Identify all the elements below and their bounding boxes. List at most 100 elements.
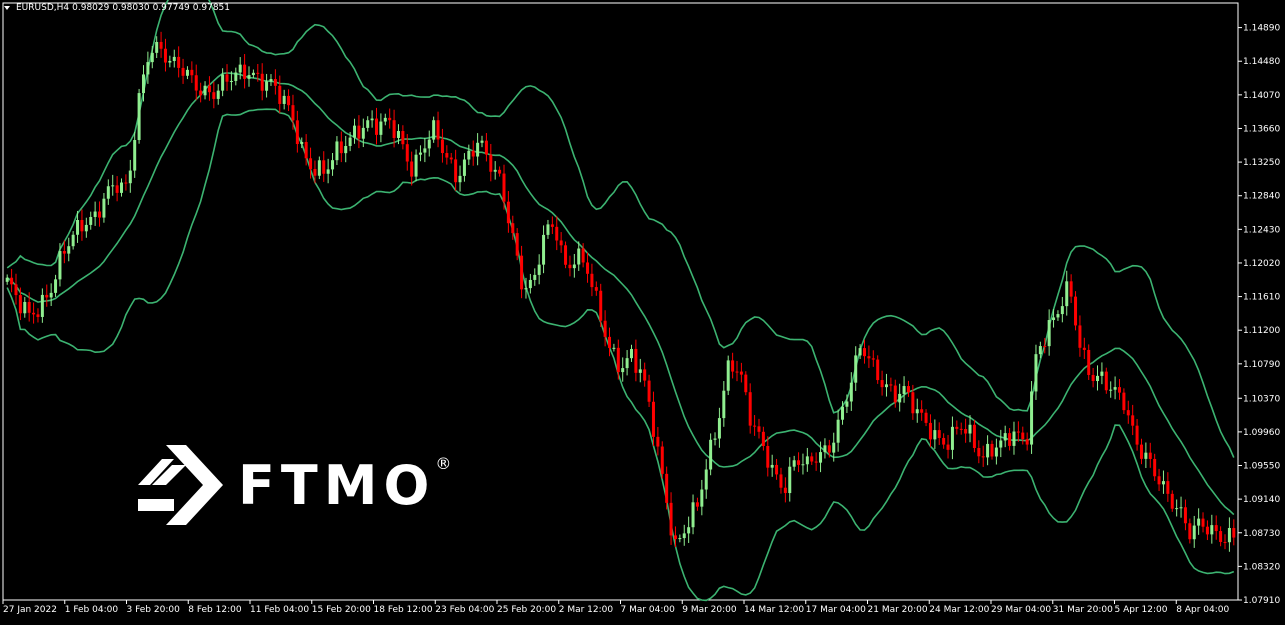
candle-body [1219, 531, 1223, 542]
candle-body [353, 125, 357, 138]
candle-body [858, 348, 862, 356]
candle-body [1052, 317, 1056, 321]
candle-body [621, 368, 625, 373]
candle-body [805, 456, 809, 465]
candle-body [282, 95, 286, 104]
candle-body [950, 426, 954, 450]
x-tick-label: 5 Apr 12:00 [1115, 605, 1168, 615]
x-tick-label: 29 Mar 04:00 [991, 605, 1051, 615]
candle-body [396, 131, 400, 138]
candle-body [251, 72, 255, 76]
candle-body [964, 429, 968, 434]
candle-body [150, 52, 154, 63]
candle-body [823, 445, 827, 453]
candle-body [1175, 508, 1179, 510]
candle-body [265, 81, 269, 91]
candle-body [93, 211, 97, 217]
candle-body [810, 456, 814, 462]
candle-body [67, 246, 71, 254]
candle-body [1091, 374, 1095, 382]
candle-body [863, 348, 867, 357]
candle-body [273, 79, 277, 86]
candle-body [335, 141, 339, 161]
candle-body [990, 443, 994, 457]
candle-body [225, 74, 229, 82]
x-tick-label: 2 Mar 12:00 [559, 605, 614, 615]
candle-body [726, 360, 730, 391]
candle-body [418, 152, 422, 155]
candle-body [216, 90, 220, 99]
candle-body [374, 118, 378, 135]
candle-body [832, 442, 836, 453]
x-tick-label: 9 Mar 20:00 [682, 605, 737, 615]
candle-body [564, 245, 568, 265]
y-tick-label: 1.14070 [1243, 91, 1280, 101]
candle-body [836, 419, 840, 443]
candle-body [845, 401, 849, 407]
candle-body [1060, 306, 1064, 315]
candle-body [357, 125, 361, 139]
candle-body [137, 93, 141, 140]
candle-body [445, 153, 449, 158]
y-tick-label: 1.12430 [1243, 225, 1280, 235]
candle-body [1201, 518, 1205, 527]
candle-body [89, 216, 93, 225]
candle-body [471, 150, 475, 157]
candle-body [287, 95, 291, 106]
candle-body [515, 233, 519, 256]
y-tick-label: 1.09550 [1243, 462, 1280, 472]
candle-body [704, 469, 708, 490]
candle-body [291, 105, 295, 121]
candle-body [1016, 431, 1020, 433]
candle-body [559, 240, 563, 246]
candle-body [1043, 346, 1047, 348]
candle-body [1153, 458, 1157, 477]
x-tick-label: 25 Feb 20:00 [497, 605, 556, 615]
candle-body [1139, 444, 1143, 459]
candle-body [766, 446, 770, 468]
candle-body [177, 56, 181, 68]
x-tick-label: 27 Jan 2022 [3, 605, 57, 615]
y-tick-label: 1.13660 [1243, 124, 1280, 134]
candle-body [344, 146, 348, 154]
candle-body [190, 69, 194, 76]
candle-body [1205, 526, 1209, 535]
y-tick-label: 1.14480 [1243, 57, 1280, 67]
candle-body [269, 79, 273, 82]
candle-body [71, 234, 75, 247]
candle-body [185, 69, 189, 76]
candle-body [849, 382, 853, 402]
candle-body [568, 264, 572, 269]
candle-body [1038, 346, 1042, 355]
candle-body [511, 223, 515, 234]
candle-body [722, 390, 726, 419]
bollinger-bands [6, 0, 1235, 602]
candle-body [924, 412, 928, 423]
y-tick-label: 1.11610 [1243, 293, 1280, 303]
middle-band [6, 72, 1235, 516]
candle-body [616, 347, 620, 373]
candle-body [1227, 528, 1231, 543]
candle-body [937, 430, 941, 438]
chevron-down-icon[interactable] [4, 6, 10, 10]
candle-body [981, 456, 985, 458]
candle-body [238, 64, 242, 73]
candle-body [647, 380, 651, 402]
candle-body [933, 430, 937, 440]
candle-body [436, 120, 440, 140]
candle-body [229, 80, 233, 82]
candle-body [62, 251, 66, 254]
candle-body [5, 277, 9, 282]
candle-body [898, 393, 902, 403]
candle-body [124, 182, 128, 184]
candle-body [731, 360, 735, 372]
candle-body [405, 144, 409, 162]
candle-body [788, 466, 792, 494]
ohlc-open: 0.98029 [72, 3, 110, 13]
candle-body [1144, 452, 1148, 459]
candle-body [1087, 349, 1091, 375]
candle-body [638, 369, 642, 373]
candle-body [1100, 371, 1104, 376]
